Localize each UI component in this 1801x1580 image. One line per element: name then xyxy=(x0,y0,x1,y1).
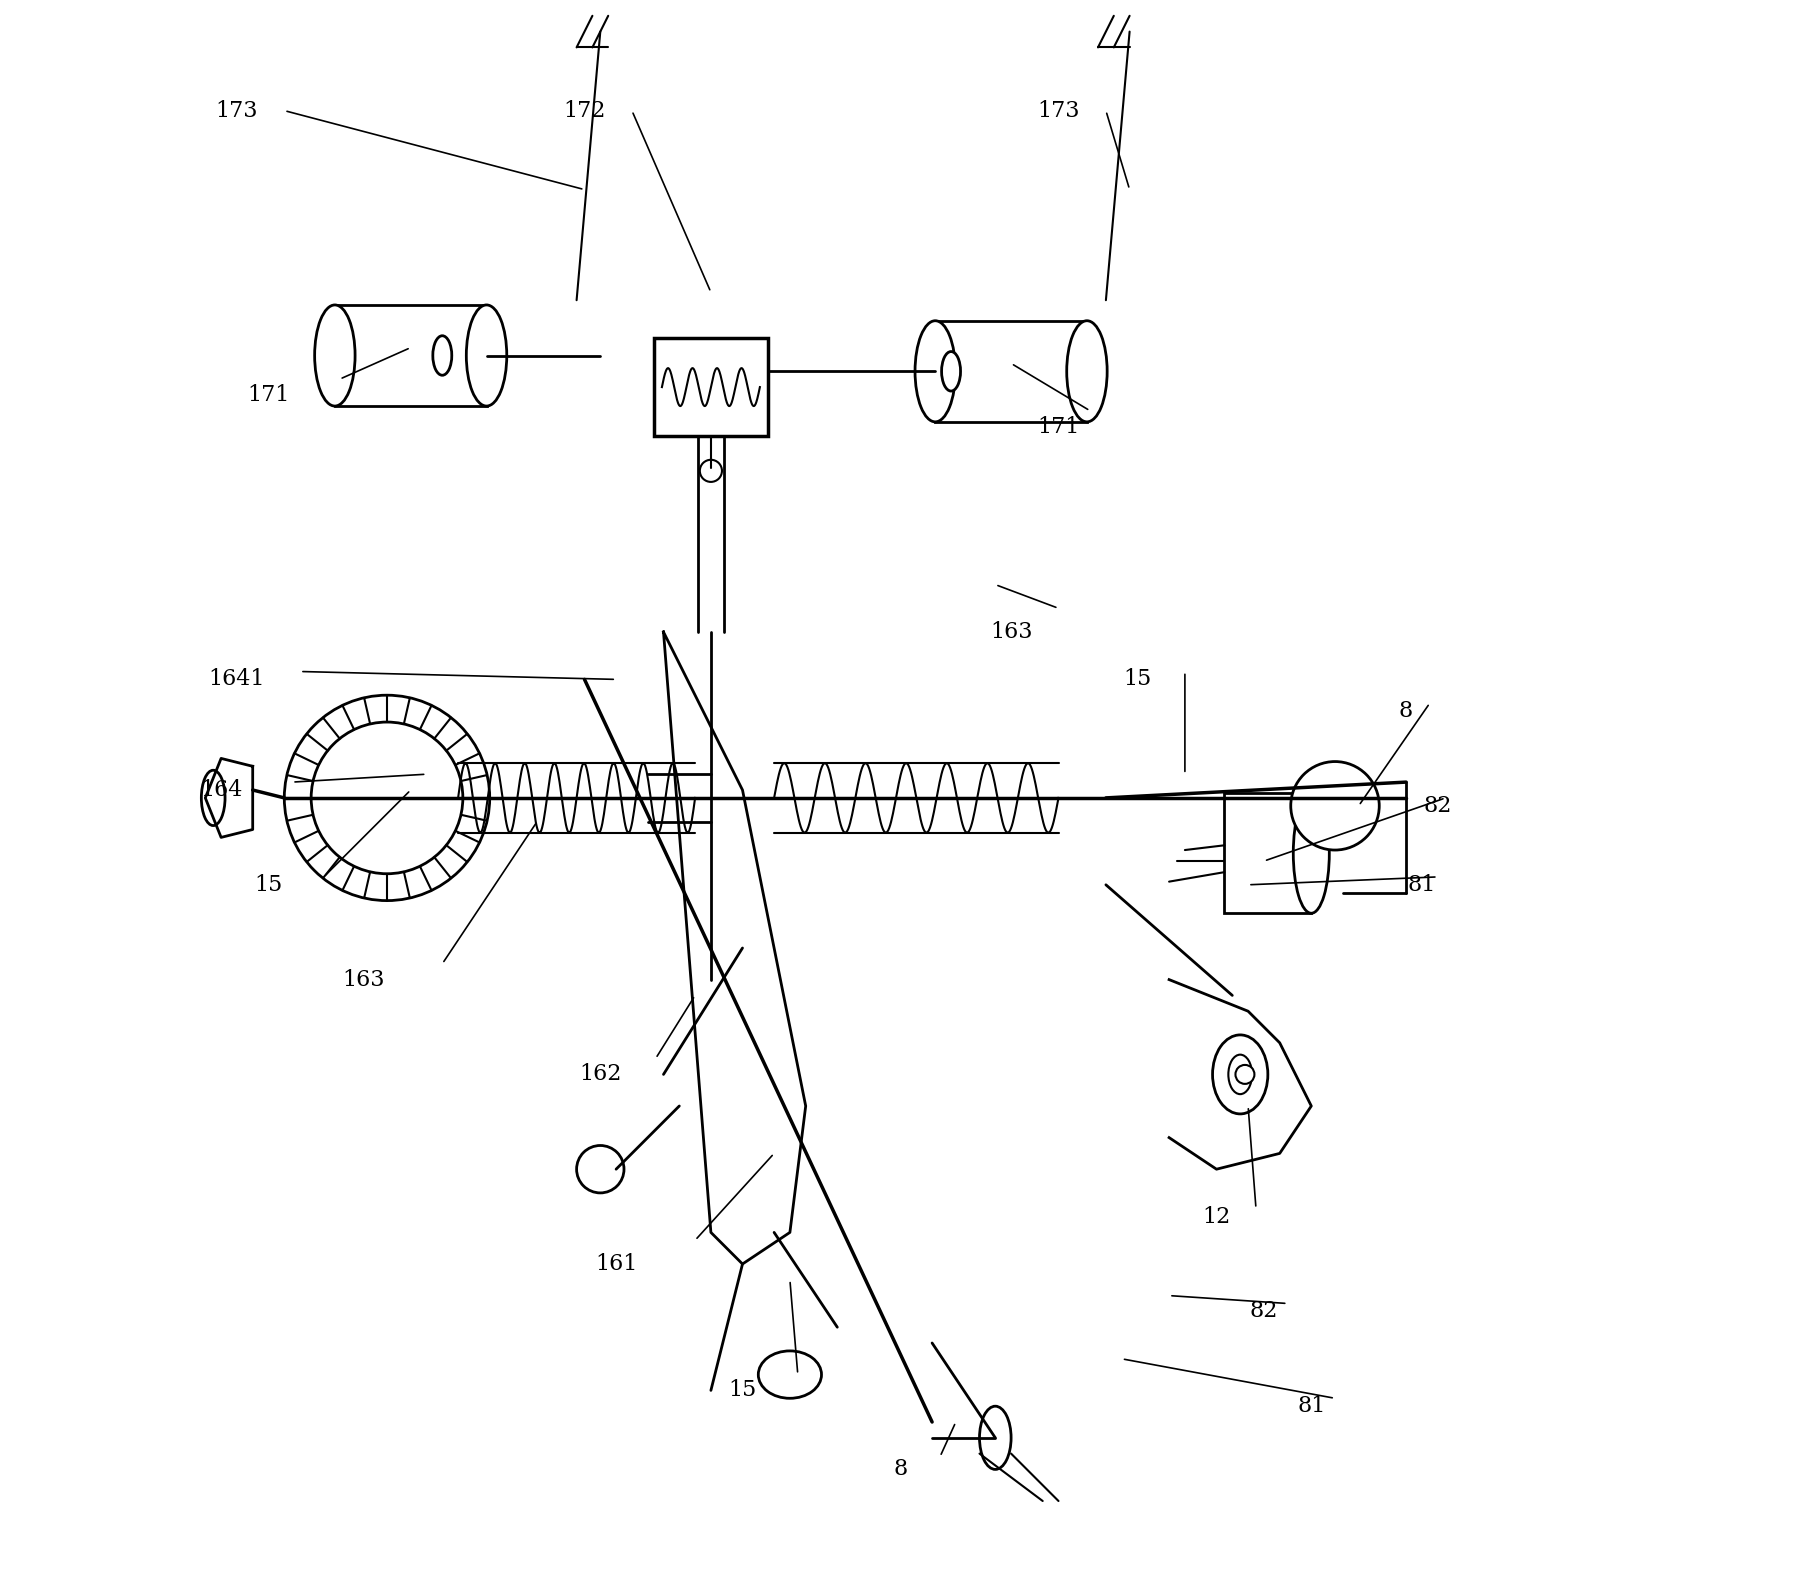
Bar xyxy=(1225,793,1311,913)
Ellipse shape xyxy=(1212,1035,1268,1114)
Text: 173: 173 xyxy=(1037,100,1081,122)
Text: 173: 173 xyxy=(216,100,258,122)
Ellipse shape xyxy=(202,771,225,826)
Circle shape xyxy=(1235,1065,1255,1084)
Text: 82: 82 xyxy=(1250,1300,1279,1322)
Text: 12: 12 xyxy=(1203,1206,1230,1228)
Bar xyxy=(335,305,486,406)
Text: 15: 15 xyxy=(1124,668,1151,690)
Circle shape xyxy=(1291,762,1380,850)
Ellipse shape xyxy=(315,305,355,406)
Text: 171: 171 xyxy=(1037,416,1079,438)
Ellipse shape xyxy=(1228,1055,1252,1093)
Ellipse shape xyxy=(466,305,506,406)
Text: 8: 8 xyxy=(893,1458,908,1480)
Text: 15: 15 xyxy=(728,1379,756,1401)
Text: 81: 81 xyxy=(1297,1395,1326,1417)
Text: 171: 171 xyxy=(247,384,290,406)
Bar xyxy=(935,321,1088,422)
Ellipse shape xyxy=(915,321,956,422)
Ellipse shape xyxy=(980,1406,1010,1469)
Circle shape xyxy=(576,1146,623,1193)
Text: 1641: 1641 xyxy=(209,668,265,690)
Text: 163: 163 xyxy=(342,969,385,991)
Text: 8: 8 xyxy=(1399,700,1414,722)
Ellipse shape xyxy=(758,1351,821,1398)
FancyBboxPatch shape xyxy=(654,338,767,436)
Text: 163: 163 xyxy=(991,621,1032,643)
Text: 81: 81 xyxy=(1408,874,1435,896)
Text: 164: 164 xyxy=(200,779,243,801)
Ellipse shape xyxy=(942,352,960,392)
Circle shape xyxy=(312,722,463,874)
Ellipse shape xyxy=(1293,793,1329,913)
Circle shape xyxy=(701,460,722,482)
Ellipse shape xyxy=(432,337,452,376)
Text: 162: 162 xyxy=(580,1063,621,1085)
Text: 15: 15 xyxy=(254,874,283,896)
Text: 172: 172 xyxy=(564,100,605,122)
Text: 161: 161 xyxy=(594,1253,638,1275)
Ellipse shape xyxy=(1066,321,1108,422)
Text: 82: 82 xyxy=(1423,795,1452,817)
